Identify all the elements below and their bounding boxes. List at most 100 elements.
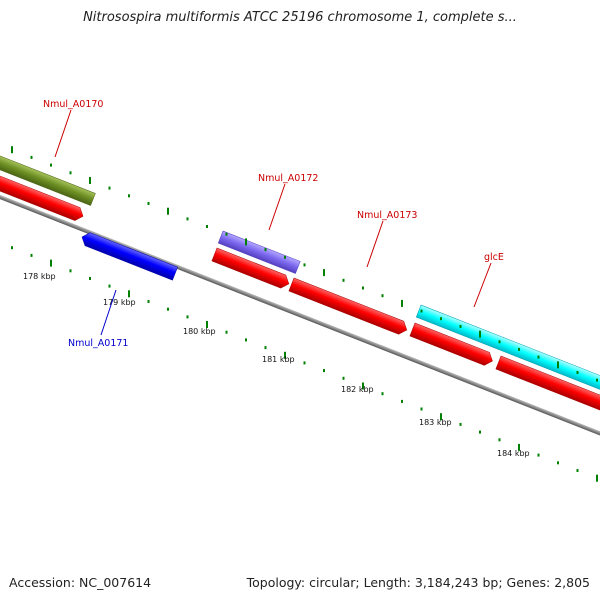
scale-label-179kbp: 179 kbp [103,298,136,307]
outer-tick-10 [206,225,208,228]
scale-labels: 178 kbp 179 kbp 180 kbp 181 kbp 182 kbp … [23,272,530,458]
outer-tick-23 [459,324,462,328]
inner-tick-25 [498,438,501,442]
outer-tick-13 [264,248,267,252]
inner-tick-9 [186,315,189,319]
feature-bar-track [0,147,600,395]
outer-tick-7 [147,202,150,205]
genome-summary-text: Topology: circular; Length: 3,184,243 bp… [246,575,590,590]
outer-tick-11 [225,232,228,236]
gene-label-leaders [54,109,492,336]
feature-bar-nmul-a0170[interactable] [0,147,96,206]
outer-tick-26 [518,347,520,351]
inner-tick-18 [362,382,364,390]
inner-tick-14 [284,351,286,359]
inner-tick-23 [459,422,462,426]
outer-tick-27 [537,355,540,359]
outer-tick-28 [557,361,559,369]
outer-tick-5 [108,186,111,190]
outer-tick-8 [167,207,169,215]
leader-glce [473,262,492,308]
outer-tick-22 [440,317,442,321]
outer-tick-21 [420,309,423,313]
inner-tick-30 [596,474,598,482]
gene-label-nmul-a0170[interactable]: Nmul_A0170 [43,99,103,110]
outer-tick-30 [596,378,598,382]
inner-tick-1 [30,253,33,257]
inner-tick-17 [342,376,345,380]
gene-arrow-nmul-a0171[interactable] [79,230,178,281]
outer-tick-2 [50,163,52,167]
inner-tick-28 [557,461,559,465]
inner-tick-3 [69,269,72,273]
scale-label-178kbp: 178 kbp [23,272,56,281]
backbone-line [0,187,600,449]
inner-tick-10 [206,321,208,328]
inner-tick-27 [537,453,540,457]
inner-tick-29 [576,469,579,472]
outer-tick-15 [303,263,306,267]
outer-tick-16 [323,269,325,277]
leader-nmul-a0170 [54,109,72,158]
feature-bar-nmul-a0172[interactable] [217,230,301,274]
inner-tick-5 [108,284,111,288]
outer-tick-29 [576,371,579,374]
outer-tick-25 [498,340,501,344]
gene-arrow-nmul-a0170[interactable] [0,168,86,223]
feature-bar-glce[interactable] [415,304,600,395]
gene-arrow-glce-part1[interactable] [409,322,495,368]
gene-label-glce[interactable]: glcE [484,252,504,263]
outer-tick-6 [128,194,130,198]
leader-nmul-a0172 [268,183,286,231]
inner-tick-21 [420,407,423,411]
forward-cds-track [0,168,600,415]
inner-tick-19 [381,392,384,396]
inner-tick-16 [323,369,325,373]
gene-arrow-nmul-a0173[interactable] [288,277,410,336]
outer-tick-9 [186,217,189,221]
outer-tick-0 [11,146,13,154]
inner-tick-26 [518,443,520,451]
scale-label-180kbp: 180 kbp [183,327,216,336]
outer-tick-track [11,146,598,382]
inner-tick-11 [225,330,228,334]
outer-tick-20 [401,299,403,307]
outer-tick-3 [69,171,72,175]
inner-tick-4 [89,277,91,280]
inner-tick-track [11,246,598,482]
outer-tick-17 [342,278,345,282]
outer-tick-14 [284,255,286,259]
outer-tick-24 [479,330,481,338]
scale-label-183kbp: 183 kbp [419,418,452,427]
gene-label-nmul-a0173[interactable]: Nmul_A0173 [357,210,417,221]
inner-tick-0 [11,246,13,250]
inner-tick-6 [128,290,130,298]
inner-tick-22 [440,413,442,421]
inner-tick-13 [264,346,267,350]
map-title: Nitrosospira multiformis ATCC 25196 chro… [83,10,517,25]
scale-label-184kbp: 184 kbp [497,449,530,458]
outer-tick-19 [381,294,384,298]
gene-label-nmul-a0171[interactable]: Nmul_A0171 [68,338,128,349]
inner-tick-7 [147,300,150,303]
inner-tick-15 [303,361,306,365]
outer-tick-18 [362,286,364,290]
scale-label-182kbp: 182 kbp [341,385,374,394]
gene-arrow-glce-part2[interactable] [495,355,600,415]
inner-tick-2 [50,259,52,267]
outer-tick-4 [89,177,91,184]
outer-tick-1 [30,155,33,159]
gene-labels: Nmul_A0170 Nmul_A0172 Nmul_A0173 glcE Nm… [43,99,504,349]
accession-text: Accession: NC_007614 [9,575,152,590]
gene-label-nmul-a0172[interactable]: Nmul_A0172 [258,173,318,184]
leader-nmul-a0173 [366,220,384,268]
inner-tick-8 [167,307,169,311]
gene-arrow-nmul-a0172[interactable] [211,247,292,290]
inner-tick-20 [401,399,403,403]
inner-tick-12 [245,338,247,342]
inner-tick-24 [479,430,481,434]
outer-tick-12 [245,238,247,246]
scale-label-181kbp: 181 kbp [262,355,295,364]
